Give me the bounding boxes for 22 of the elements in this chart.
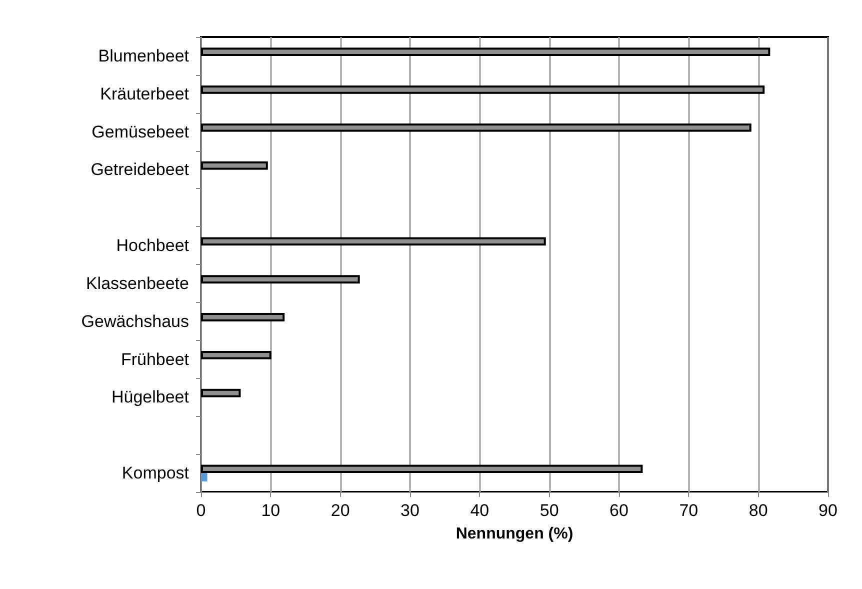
x-tick-label: 60 <box>610 501 628 520</box>
x-tick-label: 50 <box>540 501 559 520</box>
x-tick-label: 10 <box>261 501 280 520</box>
y-tick-label: Hügelbeet <box>111 388 190 407</box>
y-tick-label: Gewächshaus <box>81 312 189 331</box>
y-tick-label: Frühbeet <box>120 350 190 369</box>
y-tick-label: Getreidebeet <box>90 160 190 180</box>
y-tick-label: Hochbeet <box>116 236 190 256</box>
x-tick-label: 0 <box>196 501 206 520</box>
x-tick-label: 20 <box>330 501 350 520</box>
bar <box>201 473 208 482</box>
x-tick-label: 30 <box>400 501 420 520</box>
x-tick-label: 80 <box>748 501 768 520</box>
y-tick-label: Kompost <box>122 464 190 483</box>
y-tick-label: Klassenbeete <box>86 274 189 293</box>
x-axis-title: Nennungen (%) <box>456 526 574 542</box>
y-tick-label: Blumenbeet <box>98 46 190 66</box>
x-tick-label: 70 <box>679 501 698 520</box>
x-tick-label: 40 <box>470 501 490 520</box>
y-tick-label: Kräuterbeet <box>100 84 190 104</box>
x-tick-label: 90 <box>818 501 838 520</box>
y-tick-label: Gemüsebeet <box>92 122 190 142</box>
